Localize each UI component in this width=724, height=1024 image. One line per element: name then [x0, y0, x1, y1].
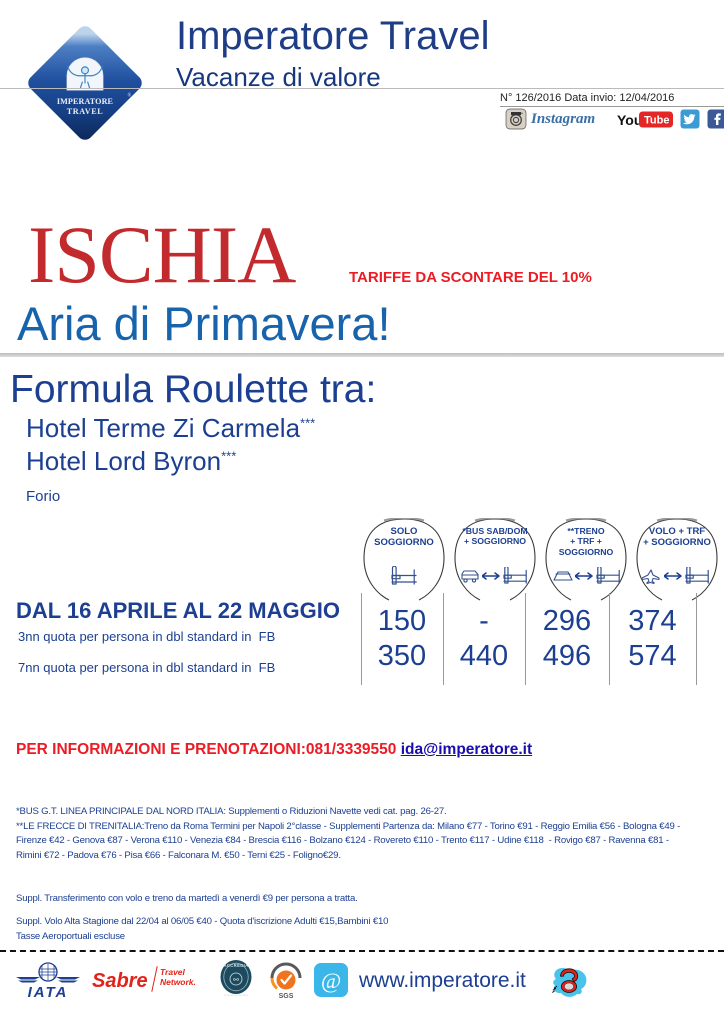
svg-text:TRAVEL: TRAVEL: [67, 107, 104, 116]
svg-text:®: ®: [128, 93, 132, 99]
svg-text:SGS: SGS: [279, 993, 294, 1000]
svg-text:ACCREDIA: ACCREDIA: [223, 963, 248, 968]
svg-text:Tube: Tube: [644, 115, 669, 127]
svg-text:IATA: IATA: [28, 984, 69, 1000]
svg-text:Organismo con SNA: Organismo con SNA: [224, 993, 248, 997]
svg-text:@: @: [321, 968, 341, 993]
svg-text:You: You: [617, 112, 642, 128]
svg-text:IMPERATORE: IMPERATORE: [57, 97, 113, 106]
svg-text:⚯: ⚯: [233, 976, 239, 984]
